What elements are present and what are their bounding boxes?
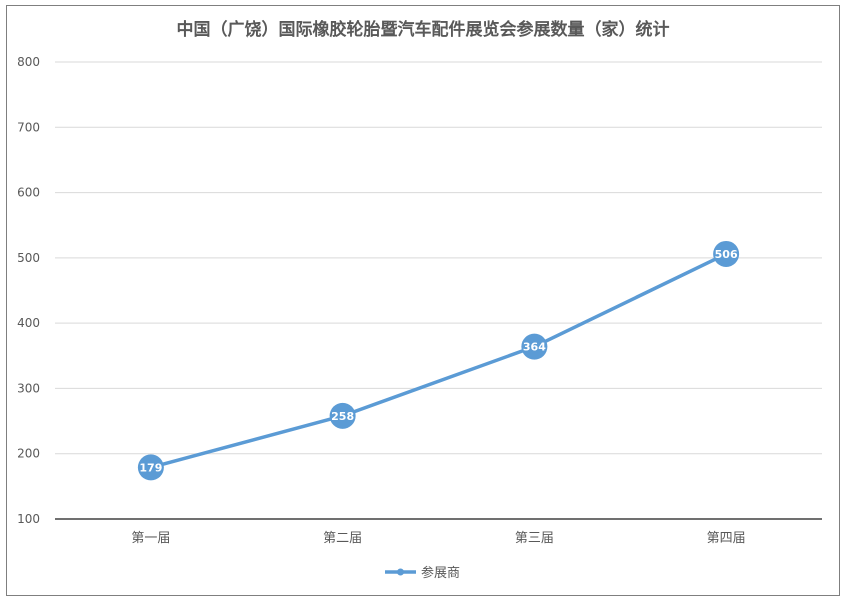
series-line [150, 252, 727, 470]
x-tick-label: 第二届 [323, 531, 362, 546]
y-axis-ticks: 100 200 300 400 500 600 700 800 [17, 55, 40, 526]
gridlines [55, 61, 822, 455]
x-tick-label: 第三届 [515, 531, 554, 546]
chart-frame [6, 5, 840, 596]
data-label: 179 [139, 461, 162, 474]
y-tick-label: 300 [17, 381, 40, 395]
legend-label: 参展商 [421, 565, 460, 581]
data-point [137, 454, 164, 481]
y-tick-label: 600 [17, 186, 40, 200]
x-tick-label: 第一届 [131, 531, 170, 546]
data-point [521, 333, 548, 360]
y-tick-label: 800 [17, 55, 40, 69]
x-tick-label: 第四届 [707, 531, 746, 546]
legend-marker [397, 568, 404, 576]
chart-title: 中国（广饶）国际橡胶轮胎暨汽车配件展览会参展数量（家）统计 [177, 19, 670, 40]
y-tick-label: 400 [17, 316, 40, 330]
data-label: 258 [331, 410, 354, 423]
x-axis-labels: 第一届 第二届 第三届 第四届 [131, 531, 745, 546]
data-point [713, 240, 740, 267]
data-point [329, 402, 356, 429]
y-tick-label: 700 [17, 120, 40, 134]
legend: 参展商 [385, 565, 460, 581]
y-tick-label: 100 [17, 512, 40, 526]
series-group: 179 258 364 506 [137, 240, 740, 481]
data-label: 506 [715, 248, 738, 261]
y-tick-label: 500 [17, 251, 40, 265]
y-tick-label: 200 [17, 447, 40, 461]
data-label: 364 [523, 341, 546, 354]
